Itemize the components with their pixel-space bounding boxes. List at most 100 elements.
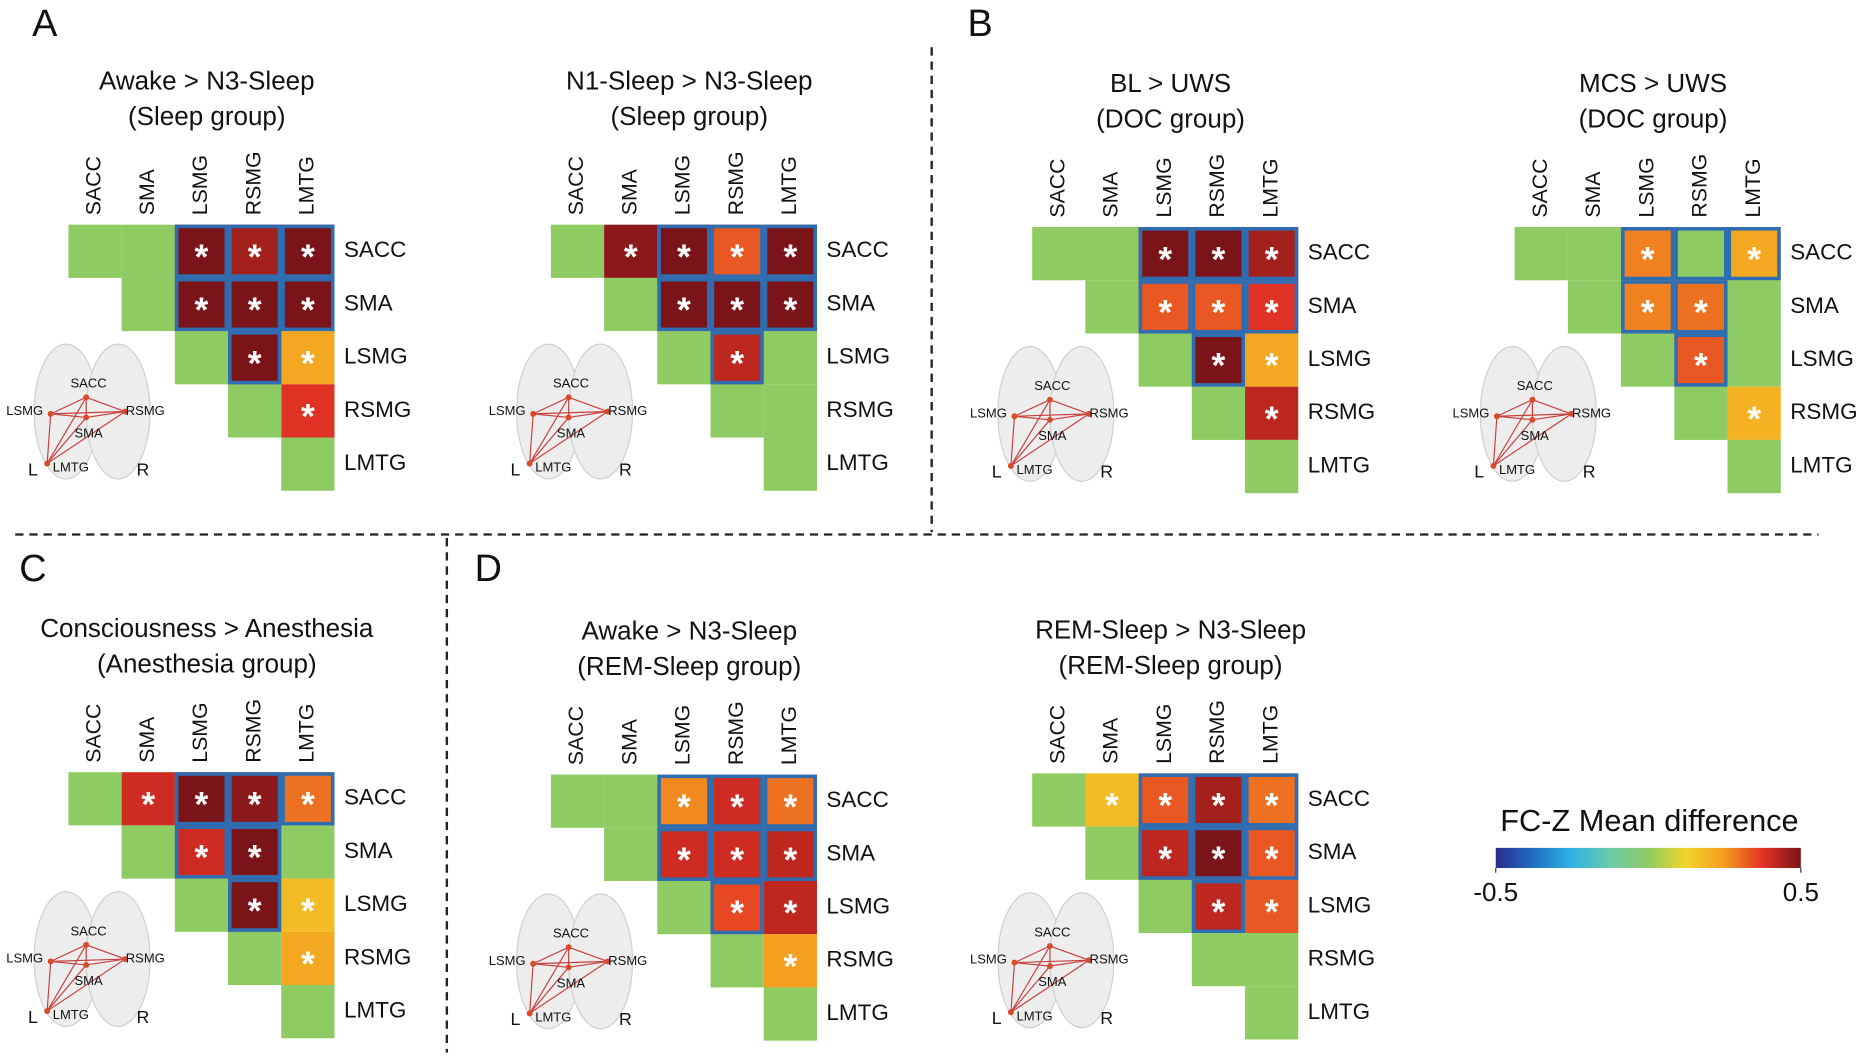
- connection: [50, 410, 126, 415]
- cell: [710, 331, 764, 385]
- node: [526, 1010, 533, 1017]
- significance-star: *: [248, 838, 262, 878]
- significance-star: *: [1694, 293, 1708, 333]
- row-label: LSMG: [344, 891, 408, 916]
- cell: [710, 277, 764, 332]
- cell: [1138, 879, 1192, 934]
- cell-outline: [1245, 280, 1299, 334]
- cell: [121, 772, 175, 826]
- hemisphere-label: R: [1100, 1008, 1113, 1028]
- cell: [763, 224, 817, 278]
- connection: [1049, 399, 1090, 415]
- significance-star: *: [783, 787, 797, 827]
- cell-outline: [763, 224, 817, 278]
- cell: [1514, 227, 1568, 281]
- node-label: RSMG: [1572, 405, 1611, 420]
- connection: [1496, 415, 1533, 421]
- connection: [533, 410, 608, 415]
- node-label: LMTG: [535, 1010, 571, 1025]
- cell: [763, 384, 817, 438]
- significance-star: *: [1212, 239, 1226, 279]
- column-label: SACC: [564, 156, 588, 215]
- node-label: SMA: [1038, 428, 1066, 443]
- significance-star: *: [783, 840, 797, 880]
- connection: [1493, 413, 1572, 467]
- cell: [1191, 879, 1246, 934]
- row-label: RSMG: [826, 397, 893, 422]
- row-label: RSMG: [1308, 399, 1375, 424]
- cell: [228, 224, 282, 278]
- node-label: LSMG: [970, 405, 1007, 420]
- cell: [657, 331, 711, 385]
- cell-outline: [1191, 826, 1246, 880]
- cell: [1032, 227, 1086, 281]
- connection: [1010, 413, 1090, 467]
- row-label: LSMG: [826, 344, 890, 369]
- cell-outline: [1191, 227, 1246, 281]
- node-label: SMA: [557, 425, 586, 440]
- column-label: LSMG: [1634, 157, 1658, 217]
- connection: [533, 963, 569, 968]
- connection: [1496, 413, 1572, 417]
- column-label: LMTG: [295, 704, 319, 763]
- significance-star: *: [301, 343, 315, 383]
- cell-outline: [174, 277, 229, 332]
- significance-star: *: [730, 787, 744, 827]
- node: [44, 460, 51, 467]
- cell-outline: [228, 224, 282, 278]
- hemisphere-label: L: [511, 1009, 521, 1029]
- connection: [1492, 416, 1498, 466]
- column-label: LMTG: [777, 706, 801, 765]
- cell: [1621, 227, 1675, 281]
- node-label: RSMG: [608, 403, 647, 418]
- connection: [50, 413, 87, 419]
- connection: [46, 958, 126, 1012]
- row-label: SACC: [826, 787, 888, 812]
- cell: [228, 931, 282, 986]
- connection: [86, 958, 126, 966]
- column-label: LSMG: [1152, 157, 1176, 217]
- row-label: SACC: [826, 237, 888, 262]
- cell-outline: [228, 331, 282, 385]
- cell-outline: [1245, 773, 1299, 827]
- significance-star: *: [248, 343, 262, 383]
- column-label: SACC: [82, 156, 106, 215]
- cell: [1245, 773, 1299, 827]
- brain-inset: SACC LSMG RSMG SMA LMTG L R: [489, 343, 647, 480]
- node: [1568, 410, 1575, 417]
- column-label: LMTG: [1258, 705, 1282, 764]
- hemisphere-label: L: [992, 462, 1002, 482]
- node: [565, 944, 572, 951]
- cell: [1085, 826, 1139, 880]
- cell: [1138, 280, 1192, 334]
- cell: [1727, 439, 1781, 494]
- row-label: RSMG: [344, 944, 411, 969]
- cell: [1727, 280, 1781, 334]
- row-label: LMTG: [344, 998, 406, 1023]
- cell-outline: [1245, 826, 1299, 880]
- significance-star: *: [730, 893, 744, 933]
- connection: [1014, 415, 1050, 421]
- cell: [1138, 333, 1192, 387]
- node: [1011, 959, 1018, 966]
- row-label: RSMG: [1790, 399, 1857, 424]
- node-label: SACC: [1034, 378, 1070, 393]
- cell: [174, 772, 229, 826]
- connection: [1049, 413, 1090, 421]
- cell: [1567, 280, 1622, 334]
- cell-outline: [1621, 280, 1675, 334]
- significance-star: *: [1641, 239, 1655, 279]
- significance-star: *: [301, 290, 315, 330]
- panel-title: Awake > N3-Sleep: [99, 66, 315, 96]
- cell: [604, 774, 658, 828]
- significance-star: *: [677, 840, 691, 880]
- connection: [46, 964, 87, 1012]
- connection: [46, 944, 87, 1012]
- significance-star: *: [248, 237, 262, 277]
- cell-outline: [657, 277, 711, 332]
- cell: [68, 772, 122, 826]
- cell-outline: [174, 825, 229, 879]
- brain-inset: SACC LSMG RSMG SMA LMTG L R: [970, 892, 1129, 1029]
- cell: [710, 224, 764, 278]
